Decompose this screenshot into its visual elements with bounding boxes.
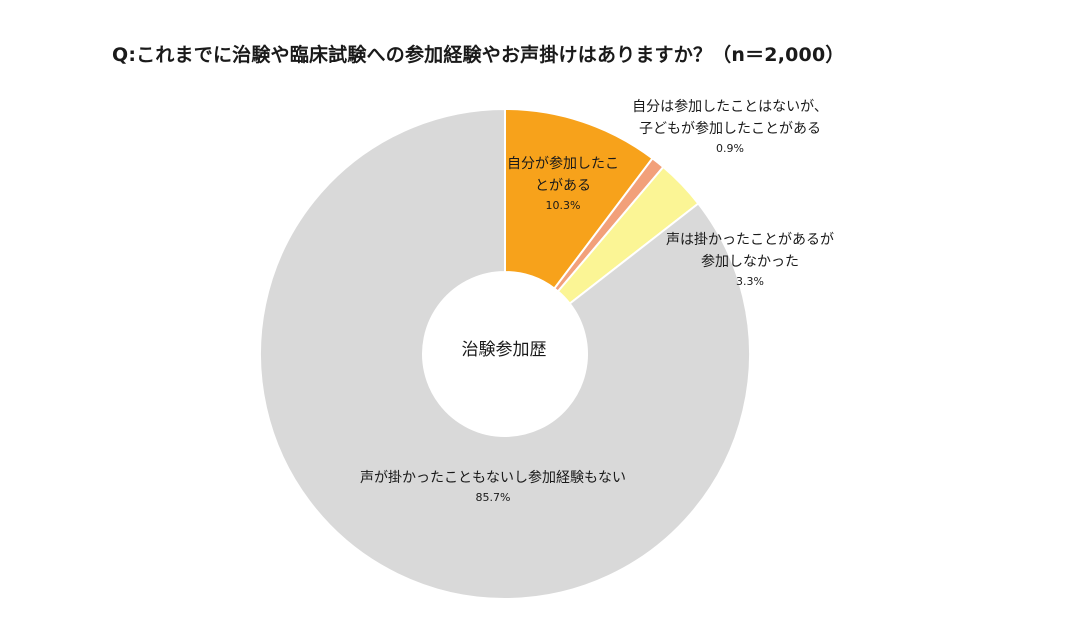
slice-value-label: 85.7% [475, 491, 511, 504]
donut-center-label: 治験参加歴 [461, 340, 547, 360]
slice-self-participated [504, 107, 654, 290]
slice-label-line: 自分は参加したことはないが、 [632, 99, 828, 115]
slice-label-line: 自分が参加したこ [507, 156, 619, 172]
slice-label-no-experience: 声が掛かったこともないし参加経験もない 85.7% [313, 467, 673, 507]
slice-label-child-participated: 自分は参加したことはないが、 子どもが参加したことがある 0.9% [600, 96, 860, 158]
slice-no-experience [259, 107, 751, 600]
slice-label-invited-not-participated: 声は掛かったことがあるが 参加しなかった 3.3% [645, 229, 855, 291]
slice-label-line: とがある [535, 178, 591, 194]
chart-title: Q:これまでに治験や臨床試験への参加経験やお声掛けはありますか？（n＝2,000… [112, 44, 845, 66]
slice-label-line: 声が掛かったこともないし参加経験もない [360, 470, 626, 486]
slice-value-label: 10.3% [545, 199, 581, 212]
slice-label-line: 参加しなかった [701, 254, 799, 270]
slice-value-label: 3.3% [736, 275, 764, 288]
slice-label-line: 子どもが参加したことがある [639, 121, 821, 137]
slice-label-self-participated: 自分が参加したこ とがある 10.3% [483, 153, 643, 215]
slice-value-label: 0.9% [716, 142, 744, 155]
slice-label-line: 声は掛かったことがあるが [666, 232, 834, 248]
